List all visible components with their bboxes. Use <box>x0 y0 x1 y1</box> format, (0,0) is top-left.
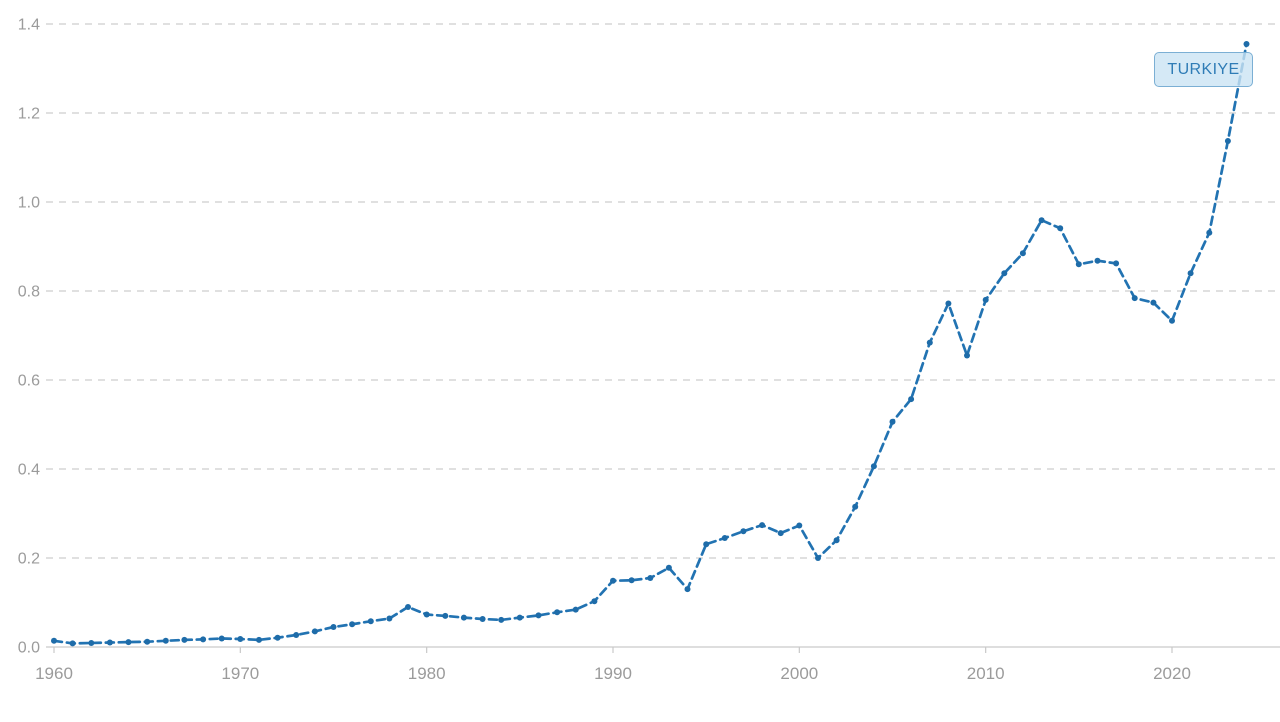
data-point[interactable] <box>1224 138 1231 144</box>
y-axis-tick-label: 0.6 <box>18 373 40 390</box>
data-point[interactable] <box>1075 261 1082 268</box>
data-point[interactable] <box>1169 317 1175 324</box>
data-point[interactable] <box>740 528 747 535</box>
data-point[interactable] <box>833 537 840 544</box>
data-point[interactable] <box>311 628 318 635</box>
data-series-line[interactable] <box>52 42 1248 645</box>
data-point[interactable] <box>460 614 467 621</box>
data-point[interactable] <box>535 612 542 619</box>
data-point[interactable] <box>1206 229 1213 236</box>
data-point[interactable] <box>1057 225 1064 232</box>
data-point[interactable] <box>386 615 393 622</box>
data-point[interactable] <box>237 636 244 642</box>
data-point[interactable] <box>815 555 821 561</box>
data-point[interactable] <box>125 639 132 646</box>
x-axis-tick-label: 1980 <box>408 664 446 683</box>
data-point[interactable] <box>256 636 262 643</box>
x-axis-tick-label: 2010 <box>967 664 1005 683</box>
data-point[interactable] <box>908 396 915 403</box>
data-point[interactable] <box>1131 295 1138 302</box>
y-axis-tick-label: 0.4 <box>18 462 40 479</box>
y-axis-tick-label: 0.2 <box>18 551 40 568</box>
data-point[interactable] <box>330 624 337 630</box>
data-point[interactable] <box>945 300 952 307</box>
data-point[interactable] <box>479 616 486 622</box>
data-point[interactable] <box>367 618 374 625</box>
y-axis-tick-label: 1.4 <box>18 17 40 34</box>
y-axis-tick-label: 1.2 <box>18 106 40 123</box>
data-point[interactable] <box>1094 257 1101 264</box>
data-point[interactable] <box>162 637 169 644</box>
data-point[interactable] <box>516 614 523 621</box>
data-point[interactable] <box>1038 217 1045 224</box>
series-label-chip[interactable]: TURKIYE <box>1154 52 1253 87</box>
data-point[interactable] <box>628 577 635 584</box>
data-point[interactable] <box>293 632 300 638</box>
data-point[interactable] <box>349 621 356 628</box>
data-point[interactable] <box>1001 270 1008 277</box>
y-axis-tick-label: 0.0 <box>18 640 40 657</box>
data-point[interactable] <box>1243 41 1250 47</box>
data-point[interactable] <box>405 604 411 610</box>
data-point[interactable] <box>759 522 766 529</box>
data-point[interactable] <box>181 636 188 643</box>
data-point[interactable] <box>610 577 616 584</box>
x-axis-tick-label: 1970 <box>221 664 259 683</box>
x-axis-tick-label: 2000 <box>780 664 818 683</box>
data-point[interactable] <box>442 612 449 619</box>
data-point[interactable] <box>274 634 281 641</box>
data-point[interactable] <box>647 575 654 581</box>
data-point[interactable] <box>51 637 57 644</box>
data-point[interactable] <box>498 616 505 623</box>
data-point[interactable] <box>88 640 95 646</box>
y-axis-tick-label: 1.0 <box>18 195 40 212</box>
x-axis-tick-label: 2020 <box>1153 664 1191 683</box>
data-point[interactable] <box>721 535 728 541</box>
data-point[interactable] <box>106 639 113 646</box>
data-point[interactable] <box>218 635 225 642</box>
data-point[interactable] <box>926 339 933 346</box>
data-point[interactable] <box>684 586 691 593</box>
x-axis-tick-label: 1990 <box>594 664 632 683</box>
data-point[interactable] <box>144 638 151 645</box>
y-axis-tick-label: 0.8 <box>18 284 40 301</box>
data-point[interactable] <box>572 606 579 613</box>
data-point[interactable] <box>1019 250 1026 257</box>
data-point[interactable] <box>703 541 710 548</box>
data-point[interactable] <box>777 530 784 537</box>
data-point[interactable] <box>591 598 598 605</box>
data-point[interactable] <box>69 640 76 647</box>
data-point[interactable] <box>870 463 877 470</box>
data-point[interactable] <box>1187 270 1194 277</box>
x-axis-tick-label: 1960 <box>35 664 73 683</box>
data-point[interactable] <box>554 609 561 616</box>
data-point[interactable] <box>889 418 896 425</box>
data-point[interactable] <box>1113 260 1120 267</box>
data-point[interactable] <box>665 564 672 571</box>
data-point[interactable] <box>796 522 803 529</box>
data-point[interactable] <box>852 503 859 510</box>
data-point[interactable] <box>200 636 207 643</box>
data-point[interactable] <box>982 296 989 303</box>
data-point[interactable] <box>964 352 970 359</box>
data-point[interactable] <box>423 611 430 618</box>
data-point[interactable] <box>1150 299 1157 306</box>
